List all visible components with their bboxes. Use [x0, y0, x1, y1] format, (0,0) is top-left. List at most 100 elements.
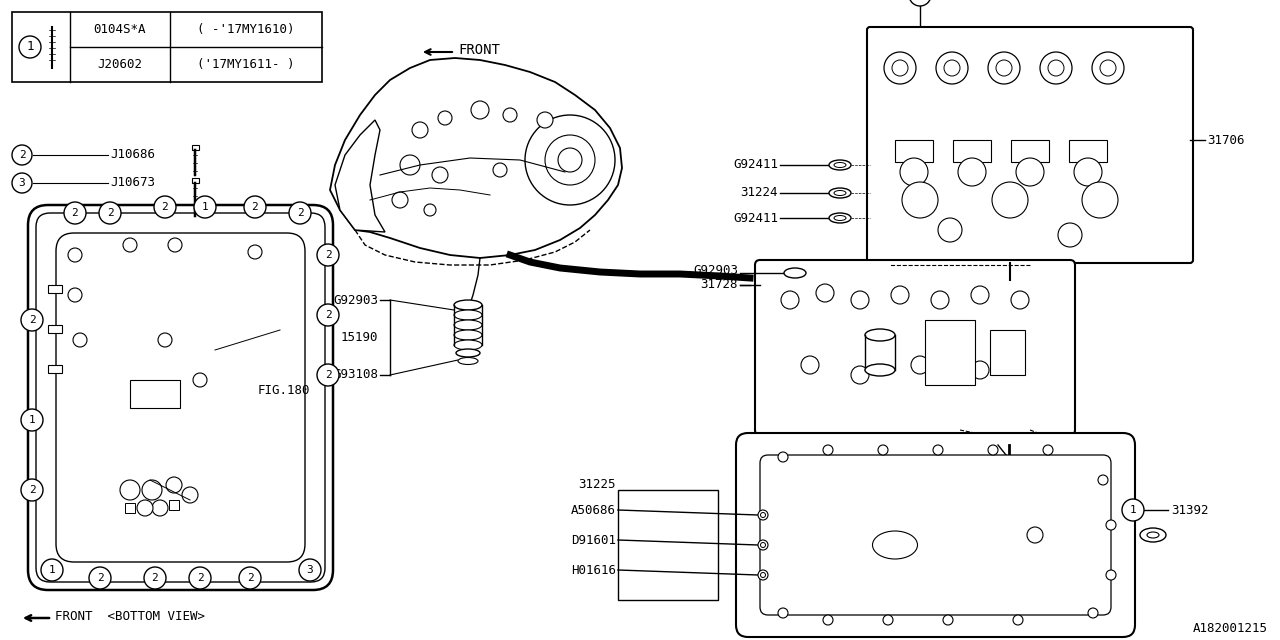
- Circle shape: [1027, 527, 1043, 543]
- Text: 2: 2: [325, 310, 332, 320]
- Circle shape: [851, 366, 869, 384]
- Circle shape: [168, 238, 182, 252]
- Bar: [125, 503, 134, 513]
- Circle shape: [902, 182, 938, 218]
- Circle shape: [988, 445, 998, 455]
- Ellipse shape: [829, 213, 851, 223]
- Circle shape: [909, 0, 931, 6]
- Bar: [131, 380, 180, 408]
- Text: 2: 2: [325, 250, 332, 260]
- Circle shape: [823, 445, 833, 455]
- Bar: [618, 490, 718, 600]
- Circle shape: [1011, 291, 1029, 309]
- Circle shape: [1082, 182, 1117, 218]
- Circle shape: [883, 615, 893, 625]
- Circle shape: [438, 111, 452, 125]
- Circle shape: [166, 477, 182, 493]
- Circle shape: [1074, 158, 1102, 186]
- Bar: [1069, 140, 1107, 162]
- Text: 1: 1: [1130, 505, 1137, 515]
- Circle shape: [193, 373, 207, 387]
- Ellipse shape: [835, 216, 846, 221]
- Text: 2: 2: [19, 150, 26, 160]
- Circle shape: [1016, 158, 1044, 186]
- Circle shape: [758, 570, 768, 580]
- Circle shape: [988, 52, 1020, 84]
- Ellipse shape: [454, 330, 483, 340]
- Circle shape: [157, 333, 172, 347]
- Circle shape: [503, 108, 517, 122]
- Circle shape: [1088, 608, 1098, 618]
- Circle shape: [851, 291, 869, 309]
- Ellipse shape: [835, 191, 846, 195]
- Bar: [895, 140, 933, 162]
- Circle shape: [20, 409, 44, 431]
- Circle shape: [558, 148, 582, 172]
- Circle shape: [892, 60, 908, 76]
- Text: G92903: G92903: [333, 294, 378, 307]
- Circle shape: [900, 158, 928, 186]
- Circle shape: [1048, 60, 1064, 76]
- Circle shape: [1106, 570, 1116, 580]
- Text: D91601: D91601: [571, 534, 616, 547]
- Circle shape: [1092, 52, 1124, 84]
- Circle shape: [938, 218, 963, 242]
- Bar: [954, 140, 991, 162]
- Text: 1: 1: [28, 415, 36, 425]
- Circle shape: [931, 291, 948, 309]
- Text: G92411: G92411: [733, 211, 778, 225]
- Ellipse shape: [454, 320, 483, 330]
- Text: 1: 1: [202, 202, 209, 212]
- FancyBboxPatch shape: [760, 455, 1111, 615]
- Text: A50686: A50686: [571, 504, 616, 516]
- Ellipse shape: [829, 160, 851, 170]
- Circle shape: [781, 291, 799, 309]
- Circle shape: [412, 122, 428, 138]
- Circle shape: [758, 540, 768, 550]
- Text: 2: 2: [28, 485, 36, 495]
- Circle shape: [20, 479, 44, 501]
- Circle shape: [884, 52, 916, 84]
- Text: FRONT: FRONT: [458, 43, 500, 57]
- Circle shape: [392, 192, 408, 208]
- Text: 15190: 15190: [340, 331, 378, 344]
- Bar: [989, 330, 1025, 375]
- Ellipse shape: [783, 268, 806, 278]
- Circle shape: [424, 204, 436, 216]
- Bar: [925, 320, 975, 385]
- Circle shape: [945, 60, 960, 76]
- Circle shape: [538, 112, 553, 128]
- Polygon shape: [330, 58, 622, 258]
- Circle shape: [1012, 615, 1023, 625]
- Circle shape: [19, 36, 41, 58]
- Text: 3: 3: [19, 178, 26, 188]
- Ellipse shape: [456, 349, 480, 357]
- Ellipse shape: [1147, 532, 1158, 538]
- Ellipse shape: [454, 340, 483, 350]
- Circle shape: [1059, 223, 1082, 247]
- Polygon shape: [335, 120, 385, 232]
- Text: J10686: J10686: [110, 148, 155, 161]
- Circle shape: [68, 288, 82, 302]
- Circle shape: [957, 158, 986, 186]
- Circle shape: [1123, 499, 1144, 521]
- Circle shape: [778, 452, 788, 462]
- Text: 2: 2: [297, 208, 303, 218]
- Circle shape: [823, 615, 833, 625]
- Circle shape: [248, 245, 262, 259]
- Circle shape: [143, 567, 166, 589]
- Bar: [192, 145, 198, 150]
- Circle shape: [778, 608, 788, 618]
- Circle shape: [493, 163, 507, 177]
- Circle shape: [123, 238, 137, 252]
- Text: 3: 3: [307, 565, 314, 575]
- Circle shape: [911, 356, 929, 374]
- Circle shape: [972, 286, 989, 304]
- Text: 1: 1: [49, 565, 55, 575]
- Circle shape: [90, 567, 111, 589]
- Text: 2: 2: [151, 573, 159, 583]
- Circle shape: [41, 559, 63, 581]
- Text: 31225: 31225: [579, 479, 616, 492]
- Circle shape: [817, 284, 835, 302]
- Text: 2: 2: [72, 208, 78, 218]
